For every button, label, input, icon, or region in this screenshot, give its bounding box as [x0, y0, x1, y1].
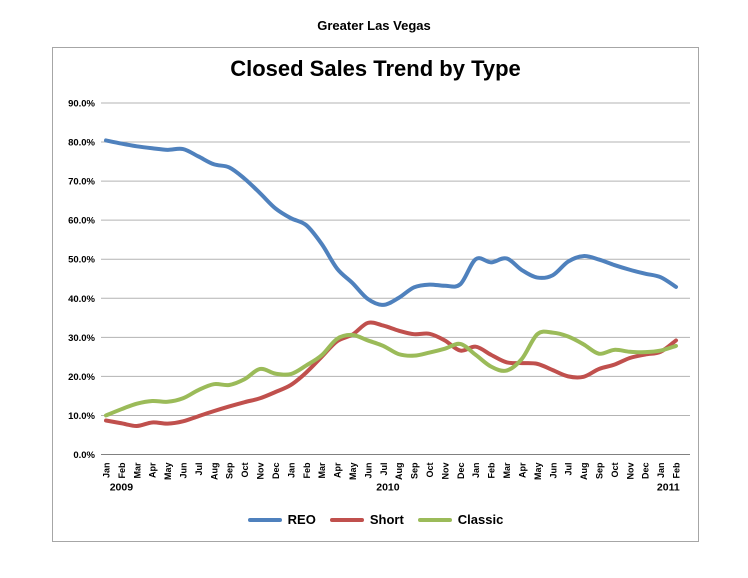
x-month-label: Nov [625, 463, 635, 480]
plot-area: 0.0% 10.0% 20.0% 30.0% 40.0% 50.0% 60.0% 70.0% 8… [68, 98, 690, 494]
x-month-label: Oct [425, 463, 435, 478]
x-month-label: Dec [456, 463, 466, 480]
series-line-classic [104, 329, 678, 418]
x-axis-month-labels: Jan Feb Mar Apr May Jun Jul Aug Sep Oct Nov Dec Jan F… [102, 462, 682, 480]
x-year-label: 2011 [657, 482, 680, 494]
legend-item-classic: Classic [417, 512, 504, 527]
x-month-label: Jan [102, 463, 112, 479]
legend-swatch-classic [417, 517, 452, 522]
x-month-label: Jul [194, 463, 204, 476]
series-line-short [104, 320, 678, 428]
legend-item-reo: REO [247, 512, 316, 527]
x-month-label: Jan [286, 463, 296, 479]
y-tick-label: 90.0% [68, 98, 95, 109]
legend-label: REO [287, 512, 316, 527]
x-month-label: Oct [240, 463, 250, 478]
legend-label: Classic [457, 512, 504, 527]
y-tick-label: 70.0% [68, 177, 95, 188]
legend-swatch-reo [247, 517, 282, 522]
x-month-label: Mar [317, 462, 327, 479]
y-tick-label: 40.0% [68, 294, 95, 305]
x-month-label: Apr [517, 462, 527, 478]
x-year-label: 2010 [376, 482, 400, 494]
x-month-label: May [533, 463, 543, 481]
x-year-label: 2009 [110, 482, 134, 494]
y-tick-label: 10.0% [68, 411, 95, 422]
x-month-label: Nov [440, 463, 450, 480]
legend-item-short: Short [329, 512, 404, 527]
x-month-label: May [163, 463, 173, 481]
x-month-label: Sep [225, 462, 235, 479]
x-month-label: Feb [672, 462, 682, 479]
x-month-label: May [348, 463, 358, 481]
chart-title: Closed Sales Trend by Type [230, 56, 521, 81]
x-axis-year-labels: 2009 2010 2011 [110, 482, 680, 494]
y-tick-label: 80.0% [68, 138, 95, 149]
x-month-label: Mar [132, 462, 142, 479]
x-month-label: Feb [487, 462, 497, 479]
x-month-label: Feb [117, 462, 127, 479]
x-month-label: Apr [333, 462, 343, 478]
series-lines [104, 138, 678, 428]
legend: REO Short Classic [53, 512, 698, 527]
legend-swatch-short [329, 517, 364, 522]
x-month-label: Jun [179, 463, 189, 479]
x-month-label: Jan [471, 463, 481, 479]
x-month-label: Sep [594, 462, 604, 479]
x-month-label: Nov [256, 463, 266, 480]
x-month-label: Aug [209, 463, 219, 481]
x-month-label: Dec [641, 463, 651, 480]
x-month-label: Aug [579, 463, 589, 481]
x-month-label: Jun [363, 463, 373, 479]
x-month-label: Jun [548, 462, 558, 478]
x-month-label: Dec [271, 463, 281, 480]
x-month-label: Sep [410, 462, 420, 479]
page-header: Greater Las Vegas [317, 18, 431, 33]
x-month-label: Jul [379, 463, 389, 476]
x-month-label: Aug [394, 463, 404, 481]
x-month-label: Jan [656, 463, 666, 479]
series-line-reo [104, 138, 678, 307]
x-month-label: Mar [502, 462, 512, 479]
y-axis-tick-labels: 0.0% 10.0% 20.0% 30.0% 40.0% 50.0% 60.0% 70.0% 8… [68, 98, 95, 461]
y-tick-label: 30.0% [68, 333, 95, 344]
chart-frame: Closed Sales Trend by Type 0.0% 10.0% 20.0… [52, 47, 699, 542]
x-month-label: Jul [564, 463, 574, 476]
y-tick-label: 0.0% [73, 450, 95, 461]
y-tick-label: 50.0% [68, 255, 95, 266]
x-month-label: Oct [610, 463, 620, 478]
x-month-label: Feb [302, 462, 312, 479]
y-tick-label: 20.0% [68, 372, 95, 383]
legend-label: Short [369, 512, 404, 527]
x-month-label: Apr [148, 462, 158, 478]
y-tick-label: 60.0% [68, 216, 95, 227]
